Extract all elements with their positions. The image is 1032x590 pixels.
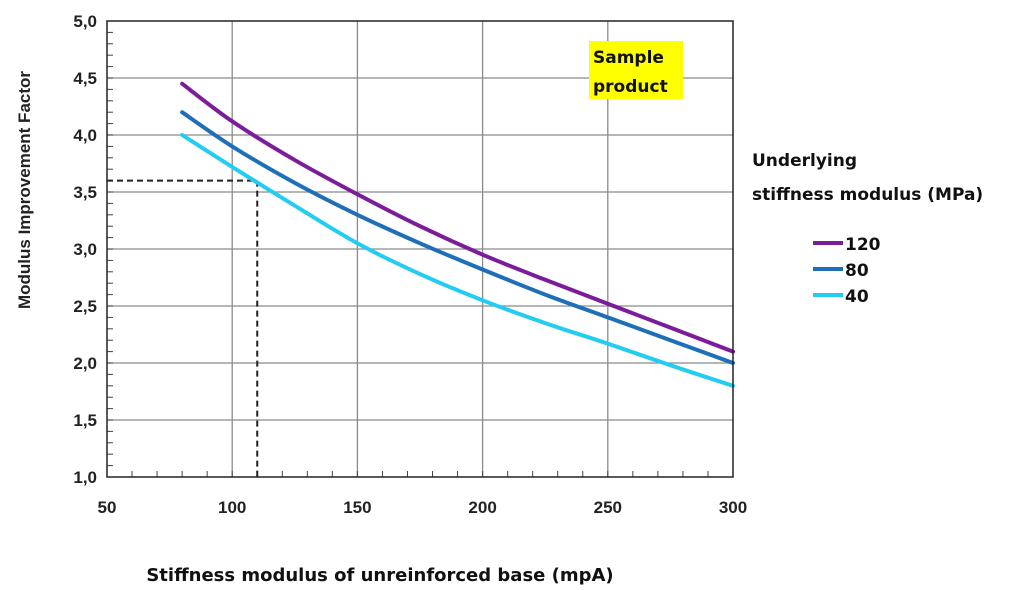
y-tick-label: 5,0 bbox=[73, 12, 97, 31]
x-tick-label: 300 bbox=[719, 498, 747, 517]
y-axis-label: Modulus Improvement Factor bbox=[15, 71, 34, 309]
y-tick-label: 4,5 bbox=[73, 69, 97, 88]
minor-ticks bbox=[106, 20, 734, 478]
annotation-box: Sample product bbox=[589, 41, 683, 99]
x-tick-label: 100 bbox=[218, 498, 246, 517]
y-tick-label: 2,0 bbox=[73, 354, 97, 373]
y-tick-label: 2,5 bbox=[73, 297, 97, 316]
x-tick-label: 50 bbox=[98, 498, 117, 517]
y-tick-label: 3,0 bbox=[73, 240, 97, 259]
series-group bbox=[180, 81, 735, 388]
legend-label-80: 80 bbox=[845, 261, 869, 281]
series-line-80 bbox=[180, 110, 735, 365]
legend-title-line-2: stiffness modulus (MPa) bbox=[752, 185, 983, 205]
y-tick-label: 1,0 bbox=[73, 468, 97, 487]
reference-dashed-lines bbox=[107, 179, 259, 477]
legend: Underlying stiffness modulus (MPa) 120 80… bbox=[752, 151, 983, 307]
y-tick-labels: 1,0 1,5 2,0 2,5 3,0 3,5 4,0 4,5 5,0 bbox=[73, 12, 97, 487]
x-axis-label: Stiffness modulus of unreinforced base (… bbox=[146, 565, 613, 586]
legend-title-line-1: Underlying bbox=[752, 151, 857, 171]
annotation-line-1: Sample bbox=[593, 48, 664, 68]
series-line-120 bbox=[180, 81, 735, 354]
x-tick-label: 150 bbox=[343, 498, 371, 517]
y-tick-label: 1,5 bbox=[73, 411, 97, 430]
y-tick-label: 3,5 bbox=[73, 183, 97, 202]
y-tick-label: 4,0 bbox=[73, 126, 97, 145]
series-line-40 bbox=[180, 133, 735, 388]
annotation-highlight bbox=[589, 41, 683, 99]
legend-items: 120 80 40 bbox=[813, 235, 881, 307]
x-tick-label: 200 bbox=[468, 498, 496, 517]
x-tick-labels: 50 100 150 200 250 300 bbox=[98, 498, 748, 517]
legend-label-40: 40 bbox=[845, 287, 869, 307]
annotation-line-2: product bbox=[593, 77, 668, 97]
x-tick-label: 250 bbox=[594, 498, 622, 517]
plot-frame bbox=[106, 20, 734, 478]
legend-label-120: 120 bbox=[845, 235, 881, 255]
